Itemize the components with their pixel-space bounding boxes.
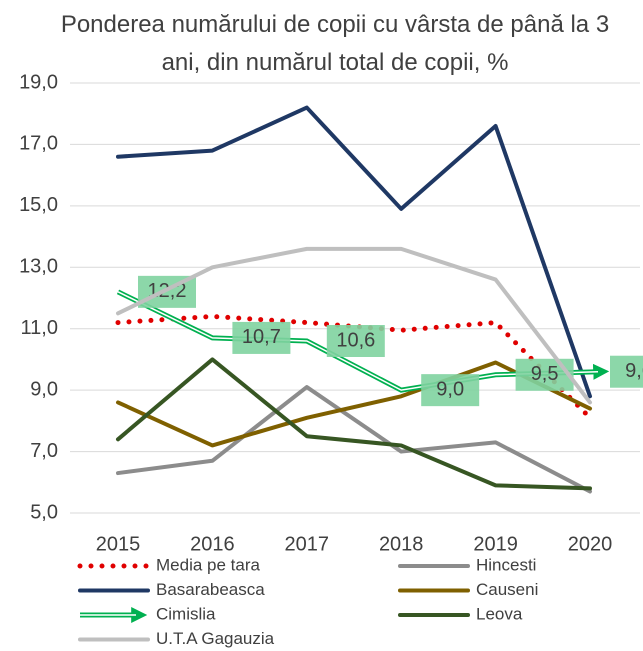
data-label: 9,0 [436, 378, 464, 400]
series-line [116, 105, 592, 399]
data-label: 9,5 [531, 363, 559, 385]
y-tick-label: 17,0 [19, 133, 58, 155]
data-label-box [326, 325, 385, 357]
x-tick-label: 2016 [190, 533, 235, 555]
data-label-box [610, 355, 643, 388]
series-line [116, 246, 592, 405]
series-line [115, 313, 593, 421]
data-label-box [232, 321, 291, 354]
legend-label: Causeni [476, 580, 538, 599]
legend-label: Cimislia [156, 604, 216, 623]
legend-label: Basarabeasca [156, 580, 265, 599]
data-label-box [421, 374, 480, 407]
legend-label: Hincesti [476, 555, 536, 574]
series-line [116, 357, 592, 491]
y-tick-label: 19,0 [19, 71, 58, 93]
y-tick-label: 11,0 [21, 317, 58, 339]
data-label: 9,6 [625, 360, 643, 382]
x-tick-label: 2015 [96, 533, 141, 555]
y-tick-label: 7,0 [30, 440, 58, 462]
chart-title: Ponderea numărului de copii cu vârsta de… [60, 11, 610, 76]
legend-label: U.T.A Gagauzia [156, 629, 275, 648]
x-tick-label: 2017 [285, 533, 330, 555]
x-tick-label: 2020 [568, 533, 613, 555]
x-tick-label: 2019 [473, 533, 518, 555]
legend-label: Media pe tara [156, 555, 260, 574]
data-label-box [515, 358, 574, 391]
data-label: 10,7 [242, 326, 281, 348]
series-line [116, 360, 592, 448]
x-tick-label: 2018 [379, 533, 424, 555]
y-tick-label: 5,0 [30, 501, 58, 523]
y-tick-label: 9,0 [30, 378, 58, 400]
legend-label: Leova [476, 604, 523, 623]
data-label: 10,6 [336, 329, 375, 351]
series-line-inner [117, 291, 599, 391]
y-tick-label: 13,0 [19, 256, 58, 278]
y-tick-label: 15,0 [19, 194, 58, 216]
series-line [116, 385, 592, 494]
